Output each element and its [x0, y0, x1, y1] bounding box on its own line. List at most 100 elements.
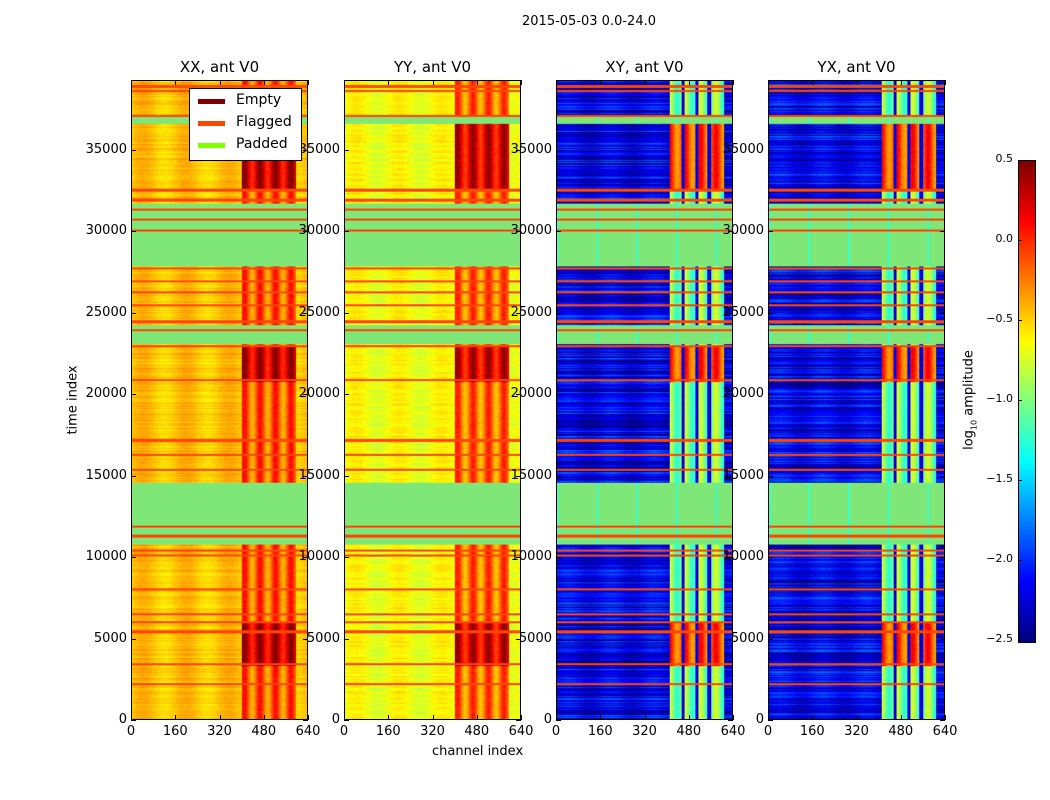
x-tick-label: 480	[888, 724, 914, 739]
y-tick-label: 0	[543, 712, 552, 727]
y-tick-label: 20000	[510, 386, 552, 402]
legend-swatch-padded	[198, 143, 225, 148]
y-tick-mark	[728, 394, 733, 396]
x-tick-mark	[344, 80, 345, 85]
y-tick-mark	[516, 638, 521, 640]
y-tick-mark	[516, 394, 521, 396]
x-tick-mark	[556, 715, 557, 720]
legend: Empty Flagged Padded	[189, 88, 302, 161]
y-tick-mark	[728, 475, 733, 477]
colorbar-tick-mark	[1018, 320, 1022, 321]
panel-title: XX, ant V0	[179, 58, 260, 76]
y-tick-mark	[940, 475, 945, 477]
heatmap-xx	[131, 80, 308, 720]
y-tick-label: 20000	[298, 386, 340, 402]
y-tick-mark	[303, 394, 308, 396]
y-tick-mark	[556, 312, 561, 314]
y-tick-mark	[303, 638, 308, 640]
x-tick-mark	[476, 715, 478, 720]
y-tick-label: 0	[755, 712, 764, 727]
y-tick-label: 30000	[85, 223, 127, 239]
y-tick-mark	[516, 475, 521, 477]
y-tick-label: 15000	[85, 467, 127, 483]
y-tick-mark	[940, 638, 945, 640]
x-tick-mark	[768, 715, 769, 720]
colorbar-tick-mark	[1018, 480, 1022, 481]
y-tick-mark	[728, 312, 733, 314]
y-tick-mark	[344, 150, 349, 152]
x-tick-mark	[856, 80, 858, 85]
y-tick-label: 0	[118, 712, 127, 727]
y-tick-label: 10000	[510, 549, 552, 565]
legend-swatch-empty	[198, 99, 225, 104]
y-tick-mark	[344, 475, 349, 477]
y-tick-mark	[556, 720, 561, 721]
colorbar-tick-mark	[1018, 160, 1022, 161]
y-tick-mark	[344, 557, 349, 559]
x-tick-mark	[131, 715, 132, 720]
heatmap-xy	[556, 80, 733, 720]
x-tick-mark	[688, 80, 690, 85]
y-tick-label: 35000	[722, 142, 764, 158]
y-tick-mark	[516, 720, 521, 721]
x-tick-mark	[856, 715, 858, 720]
y-tick-mark	[768, 475, 773, 477]
x-tick-label: 0	[551, 724, 561, 739]
panel-title: YX, ant V0	[817, 58, 896, 76]
y-tick-mark	[768, 638, 773, 640]
legend-label: Flagged	[236, 114, 292, 130]
y-tick-mark	[131, 720, 136, 721]
colorbar-tick-mark	[1018, 400, 1022, 401]
y-tick-mark	[940, 557, 945, 559]
x-tick-mark	[812, 715, 814, 720]
y-tick-mark	[768, 312, 773, 314]
y-tick-label: 5000	[306, 630, 340, 646]
x-tick-label: 640	[295, 724, 321, 739]
y-tick-mark	[728, 720, 733, 721]
y-tick-mark	[768, 231, 773, 233]
x-tick-mark	[900, 715, 902, 720]
x-tick-label: 480	[251, 724, 277, 739]
y-tick-mark	[344, 720, 349, 721]
x-tick-mark	[263, 80, 265, 85]
y-tick-mark	[556, 231, 561, 233]
legend-label: Empty	[236, 92, 282, 108]
x-tick-mark	[308, 80, 309, 85]
x-tick-mark	[175, 80, 177, 85]
y-tick-mark	[303, 150, 308, 152]
x-tick-mark	[600, 80, 602, 85]
x-tick-mark	[945, 715, 946, 720]
x-tick-mark	[521, 715, 522, 720]
x-tick-mark	[131, 80, 132, 85]
y-tick-mark	[556, 638, 561, 640]
x-tick-mark	[644, 80, 646, 85]
colorbar-label: log10 amplitude	[961, 350, 979, 450]
y-tick-mark	[516, 557, 521, 559]
x-tick-label: 320	[207, 724, 232, 739]
y-tick-mark	[131, 638, 136, 640]
y-tick-mark	[131, 394, 136, 396]
x-tick-mark	[388, 715, 390, 720]
y-tick-label: 30000	[722, 223, 764, 239]
panel-title: XY, ant V0	[605, 58, 684, 76]
y-tick-mark	[516, 312, 521, 314]
y-tick-mark	[940, 394, 945, 396]
y-tick-mark	[303, 720, 308, 721]
y-tick-label: 10000	[85, 549, 127, 565]
y-tick-mark	[940, 720, 945, 721]
y-tick-label: 5000	[730, 630, 764, 646]
y-tick-label: 15000	[298, 467, 340, 483]
y-tick-label: 35000	[85, 142, 127, 158]
x-tick-mark	[219, 715, 221, 720]
x-tick-mark	[644, 715, 646, 720]
y-tick-label: 0	[331, 712, 340, 727]
colorbar-tick-mark	[1018, 560, 1022, 561]
x-tick-mark	[945, 80, 946, 85]
y-tick-mark	[768, 150, 773, 152]
x-tick-mark	[344, 715, 345, 720]
x-tick-label: 480	[464, 724, 490, 739]
panel-title: YY, ant V0	[393, 58, 471, 76]
x-tick-mark	[432, 715, 434, 720]
y-tick-mark	[768, 557, 773, 559]
y-tick-label: 35000	[510, 142, 552, 158]
